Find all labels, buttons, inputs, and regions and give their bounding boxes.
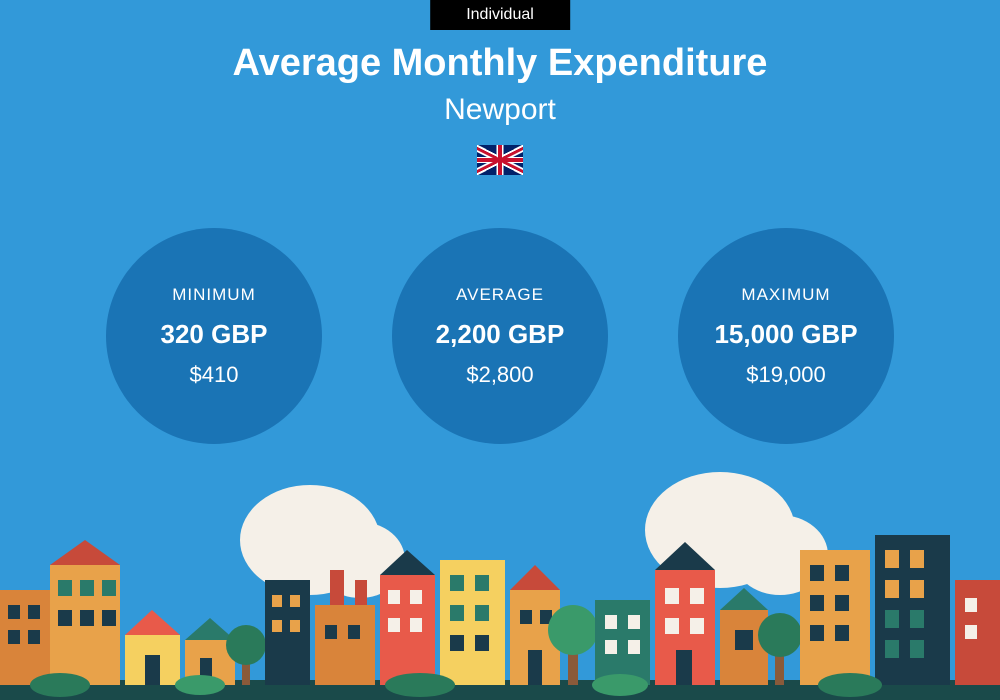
cityscape-illustration [0,470,1000,700]
stats-row: MINIMUM 320 GBP $410 AVERAGE 2,200 GBP $… [0,228,1000,444]
stat-label: MINIMUM [172,285,255,305]
stat-label: AVERAGE [456,285,544,305]
stat-label: MAXIMUM [741,285,830,305]
stat-value: 15,000 GBP [714,319,857,350]
category-badge: Individual [430,0,570,30]
city-name: Newport [0,93,1000,127]
stat-usd: $19,000 [746,362,826,388]
stat-circle-minimum: MINIMUM 320 GBP $410 [106,228,322,444]
stat-value: 2,200 GBP [436,319,565,350]
stat-usd: $410 [190,362,239,388]
stat-usd: $2,800 [466,362,533,388]
stat-circle-average: AVERAGE 2,200 GBP $2,800 [392,228,608,444]
uk-flag-icon [477,145,523,175]
stat-circle-maximum: MAXIMUM 15,000 GBP $19,000 [678,228,894,444]
stat-value: 320 GBP [161,319,268,350]
page-title: Average Monthly Expenditure [0,42,1000,85]
